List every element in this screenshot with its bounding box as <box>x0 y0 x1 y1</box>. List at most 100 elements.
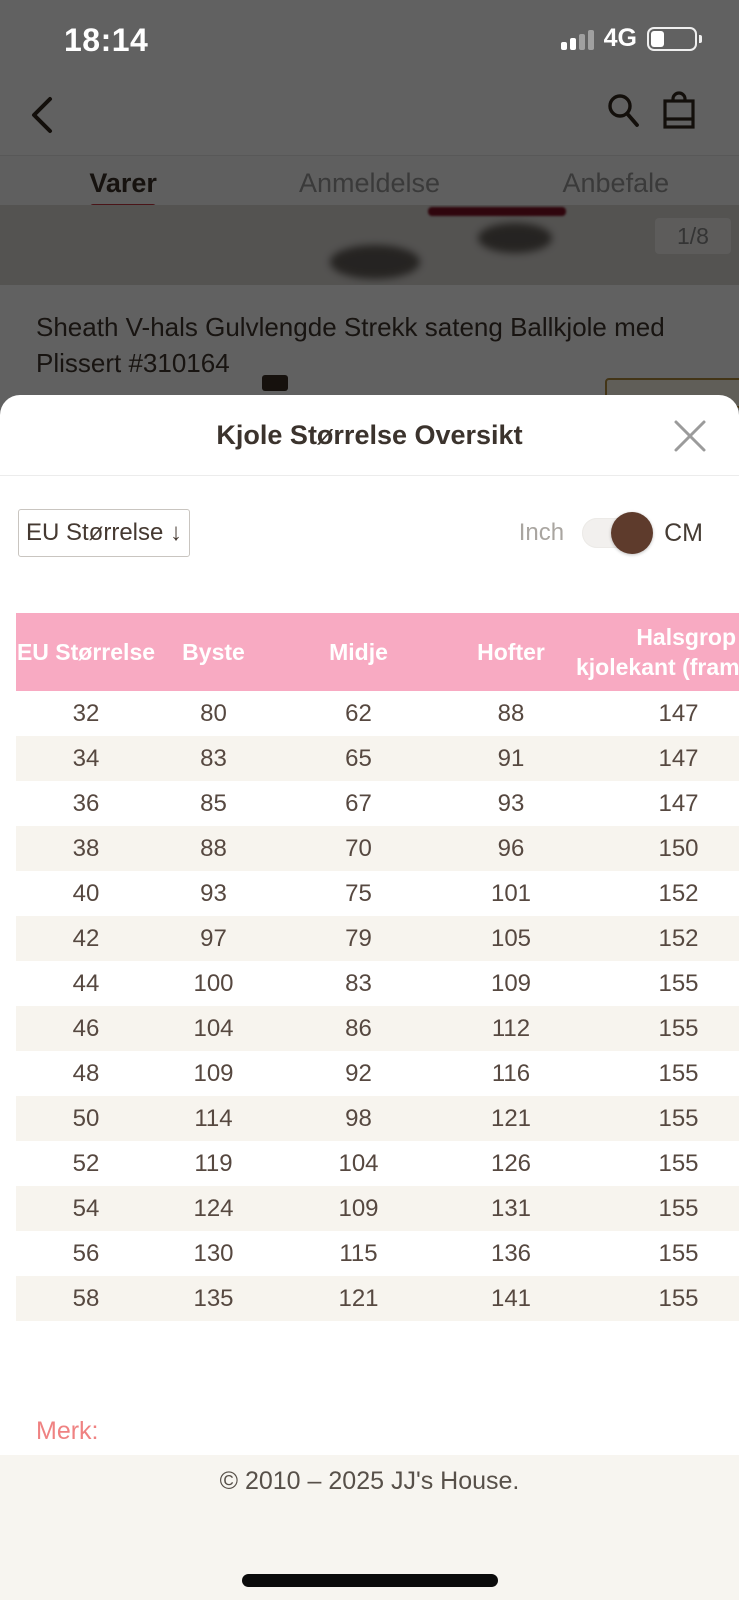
table-row: 58 135 121 141 155 <box>16 1276 739 1321</box>
table-cell: 40 <box>72 879 100 907</box>
table-cell: 155 <box>658 1059 699 1087</box>
table-cell: 155 <box>576 1006 739 1051</box>
table-cell: 121 <box>446 1096 576 1141</box>
table-header-row: EU Størrelse Byste Midje Hofter Halsgrop… <box>16 613 739 691</box>
table-cell: 38 <box>16 826 156 871</box>
table-row: 34 83 65 91 147 <box>16 736 739 781</box>
table-row: 36 85 67 93 147 <box>16 781 739 826</box>
table-cell: 135 <box>156 1276 271 1321</box>
header-hofter: Hofter <box>446 613 576 691</box>
table-cell: 96 <box>446 826 576 871</box>
header-halsgrop-kjolekant: Halsgrop kjolekant (fram <box>576 613 739 691</box>
table-cell: 124 <box>156 1186 271 1231</box>
table-cell: 83 <box>156 736 271 781</box>
table-cell: 52 <box>72 1149 100 1177</box>
copyright-text: © 2010 – 2025 JJ's House. <box>219 1467 520 1495</box>
table-cell: 119 <box>194 1149 233 1177</box>
table-cell: 46 <box>16 1006 156 1051</box>
table-cell: 155 <box>658 1239 699 1267</box>
table-row: 42 97 79 105 152 <box>16 916 739 961</box>
table-cell: 104 <box>338 1149 379 1177</box>
table-cell: 97 <box>156 916 271 961</box>
table-row: 56 130 115 136 155 <box>16 1231 739 1276</box>
unit-inch-label[interactable]: Inch <box>518 519 565 546</box>
table-cell: 65 <box>271 736 446 781</box>
table-cell: 141 <box>446 1276 576 1321</box>
table-cell: 104 <box>156 1006 271 1051</box>
status-bar: 18:14 4G <box>0 0 739 75</box>
chart-controls: EU Størrelse ↓ Inch CM <box>0 509 739 557</box>
table-row: 38 88 70 96 150 <box>16 826 739 871</box>
table-row: 54 124 109 131 155 <box>16 1186 739 1231</box>
table-cell: 109 <box>490 969 532 997</box>
modal-header: Kjole Størrelse Oversikt <box>0 395 739 476</box>
table-cell: 93 <box>200 879 227 907</box>
network-type-label: 4G <box>603 24 637 52</box>
table-cell: 80 <box>200 699 227 727</box>
unit-toggle[interactable] <box>582 512 654 554</box>
table-row: 40 93 75 101 152 <box>16 871 739 916</box>
table-row: 44 100 83 109 155 <box>16 961 739 1006</box>
table-cell: 91 <box>446 736 576 781</box>
table-cell: 88 <box>156 826 271 871</box>
table-row: 50 114 98 121 155 <box>16 1096 739 1141</box>
size-table-body: 32 80 62 88 147 34 83 65 91 147 36 85 67 93 147 38 88 70 9… <box>16 691 739 1321</box>
table-cell: 83 <box>345 969 372 997</box>
table-cell: 155 <box>576 1276 739 1321</box>
table-cell: 93 <box>497 789 525 817</box>
table-cell: 112 <box>446 1006 576 1051</box>
table-cell: 101 <box>490 879 532 907</box>
modal-footer: © 2010 – 2025 JJ's House. <box>0 1455 739 1600</box>
table-cell: 98 <box>271 1096 446 1141</box>
table-cell: 79 <box>271 916 446 961</box>
table-cell: 44 <box>72 969 100 997</box>
table-cell: 50 <box>16 1096 156 1141</box>
table-cell: 86 <box>271 1006 446 1051</box>
table-cell: 147 <box>658 789 699 817</box>
table-cell: 155 <box>576 1096 739 1141</box>
table-cell: 152 <box>658 879 699 907</box>
table-cell: 147 <box>658 699 699 727</box>
modal-title: Kjole Størrelse Oversikt <box>216 420 523 450</box>
unit-cm-label[interactable]: CM <box>664 518 703 547</box>
table-row: 48 109 92 116 155 <box>16 1051 739 1096</box>
table-cell: 42 <box>16 916 156 961</box>
table-cell: 62 <box>345 699 372 727</box>
size-table-container[interactable]: EU Størrelse Byste Midje Hofter Halsgrop… <box>16 613 739 1321</box>
size-chart-modal: Kjole Størrelse Oversikt EU Størrelse ↓ … <box>0 395 739 1600</box>
header-midje: Midje <box>271 613 446 691</box>
size-system-dropdown[interactable]: EU Størrelse ↓ <box>18 509 190 557</box>
table-cell: 136 <box>490 1239 532 1267</box>
table-cell: 85 <box>200 789 227 817</box>
note-label: Merk: <box>36 1417 99 1445</box>
table-cell: 155 <box>658 1149 699 1177</box>
table-cell: 34 <box>16 736 156 781</box>
size-table: EU Størrelse Byste Midje Hofter Halsgrop… <box>16 613 739 1321</box>
table-cell: 114 <box>156 1096 271 1141</box>
header-byste: Byste <box>156 613 271 691</box>
table-cell: 152 <box>576 916 739 961</box>
table-cell: 75 <box>345 879 372 907</box>
table-cell: 58 <box>16 1276 156 1321</box>
home-indicator[interactable] <box>241 1574 498 1587</box>
table-row: 52 119 104 126 155 <box>16 1141 739 1186</box>
table-cell: 109 <box>193 1059 234 1087</box>
table-cell: 54 <box>16 1186 156 1231</box>
table-row: 46 104 86 112 155 <box>16 1006 739 1051</box>
table-cell: 155 <box>658 969 699 997</box>
table-cell: 70 <box>271 826 446 871</box>
table-row: 32 80 62 88 147 <box>16 691 739 736</box>
unit-switch-group: Inch CM <box>518 512 721 554</box>
signal-strength-icon <box>560 28 594 50</box>
table-cell: 88 <box>497 699 525 727</box>
close-button[interactable] <box>669 415 711 457</box>
battery-icon <box>647 26 702 51</box>
table-cell: 36 <box>72 789 100 817</box>
header-eu-storrelse: EU Størrelse <box>16 613 156 691</box>
table-cell: 147 <box>576 736 739 781</box>
table-cell: 92 <box>345 1059 372 1087</box>
table-cell: 109 <box>271 1186 446 1231</box>
table-cell: 155 <box>576 1186 739 1231</box>
table-cell: 126 <box>490 1149 532 1177</box>
